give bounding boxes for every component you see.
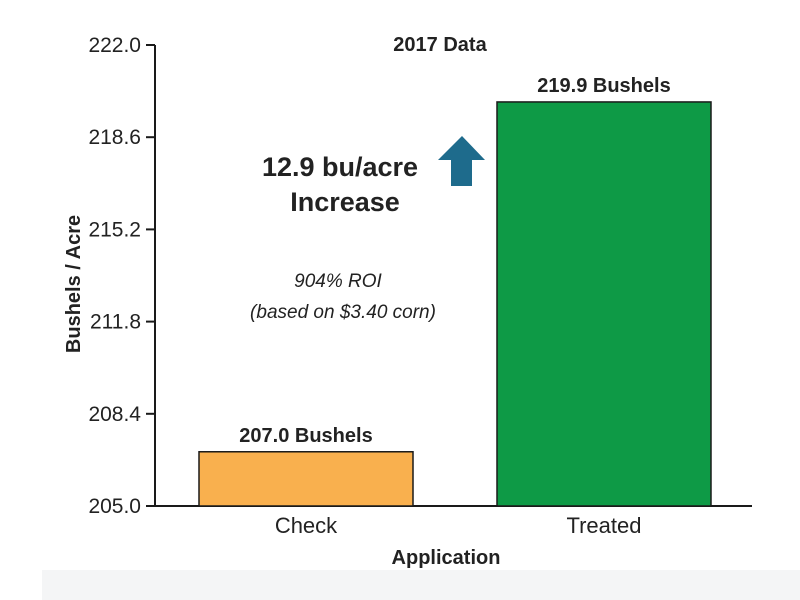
data-label: 219.9 Bushels bbox=[537, 75, 670, 97]
bar-treated bbox=[496, 101, 712, 507]
y-ticks: 205.0 208.4 211.8 215.2 218.6 222.0 bbox=[88, 34, 155, 518]
y-axis-title: Bushels / Acre bbox=[63, 215, 85, 353]
chart-title: 2017 Data bbox=[393, 34, 487, 56]
y-tick-label: 218.6 bbox=[88, 126, 141, 149]
x-axis-title: Application bbox=[392, 547, 501, 569]
y-tick-label: 211.8 bbox=[90, 311, 141, 334]
roi-annotation-line2: (based on $3.40 corn) bbox=[250, 302, 436, 323]
footer-band bbox=[42, 570, 800, 600]
x-tick-label: Treated bbox=[566, 513, 641, 538]
bars bbox=[198, 101, 712, 507]
bar-check bbox=[198, 451, 414, 507]
up-arrow-icon bbox=[438, 136, 485, 186]
x-tick-label: Check bbox=[275, 513, 338, 538]
y-tick-label: 222.0 bbox=[88, 34, 141, 57]
x-tick-labels: Check Treated bbox=[275, 513, 642, 538]
y-tick-label: 215.2 bbox=[88, 218, 141, 241]
increase-annotation-line2: Increase bbox=[290, 187, 400, 217]
data-label: 207.0 Bushels bbox=[239, 425, 372, 447]
increase-annotation-line1: 12.9 bu/acre bbox=[262, 152, 418, 182]
roi-annotation-line1: 904% ROI bbox=[294, 271, 382, 292]
y-tick-label: 205.0 bbox=[88, 495, 141, 518]
data-labels: 207.0 Bushels 219.9 Bushels bbox=[239, 75, 670, 447]
y-tick-label: 208.4 bbox=[88, 403, 141, 426]
